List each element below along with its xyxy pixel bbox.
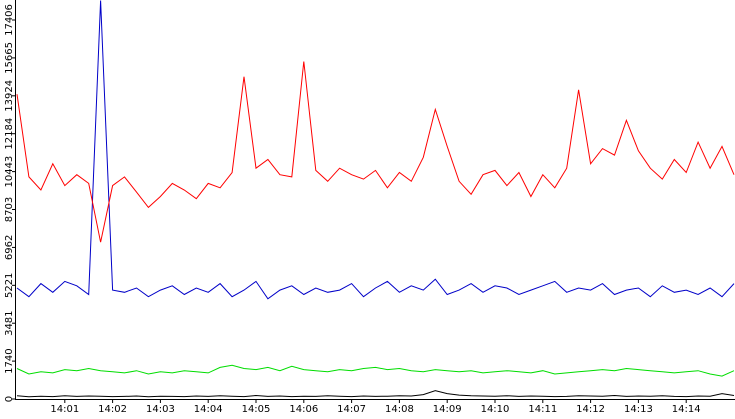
x-tick-label: 14:03 [146,404,175,415]
x-tick-label: 14:14 [672,404,701,415]
series-line [16,364,735,377]
y-tick-label: 15665 [4,42,15,74]
series-line [16,390,735,398]
x-tick-label: 14:02 [98,404,127,415]
y-tick-label: 6962 [4,235,15,260]
y-tick-label: 1740 [4,348,15,373]
x-tick-label: 14:13 [624,404,653,415]
y-tick-label: 10443 [4,156,15,188]
y-tick-label: 13924 [4,80,15,112]
y-tick-label: 3481 [4,310,15,335]
x-tick-label: 14:01 [50,404,79,415]
y-tick-label: 0 [4,396,15,402]
x-tick-label: 14:05 [242,404,271,415]
series-line [16,61,735,243]
y-tick-label: 5221 [4,273,15,298]
y-tick-label: 12184 [4,118,15,150]
series-line [16,0,735,300]
x-tick-label: 14:11 [528,404,557,415]
x-tick-label: 14:10 [481,404,510,415]
x-tick-label: 14:06 [289,404,318,415]
x-tick-label: 14:09 [433,404,462,415]
x-tick-label: 14:12 [576,404,605,415]
x-tick-label: 14:04 [194,404,223,415]
x-tick-label: 14:08 [385,404,414,415]
y-tick-label: 8703 [4,197,15,222]
y-tick-label: 17406 [4,4,15,36]
x-tick-label: 14:07 [337,404,366,415]
